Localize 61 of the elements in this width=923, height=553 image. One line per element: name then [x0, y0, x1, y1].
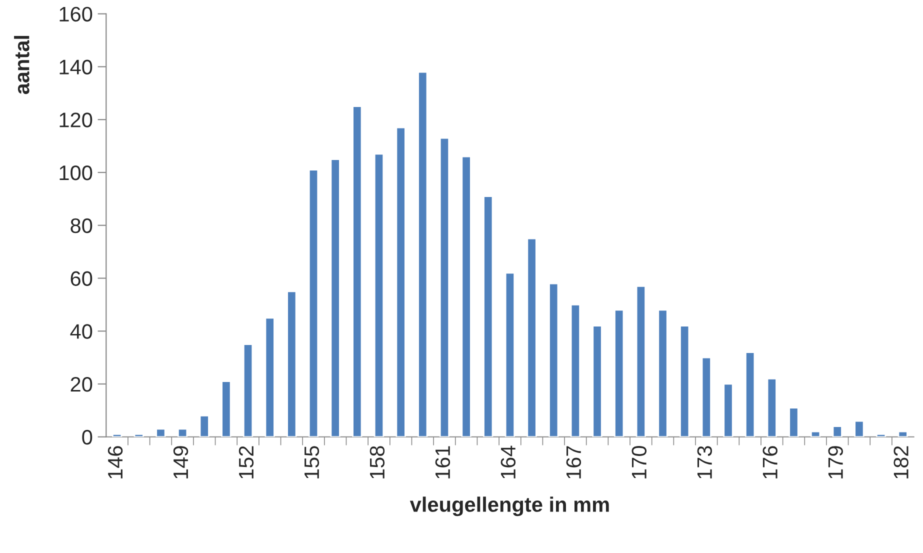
x-tick-label: 182 [894, 446, 908, 478]
bar [548, 282, 559, 437]
bar [701, 356, 712, 437]
bar [374, 153, 384, 437]
x-axis-title: vleugellengte in mm [410, 496, 609, 516]
bar [199, 415, 210, 437]
bar [461, 156, 472, 437]
x-tick-label: 149 [173, 446, 188, 478]
x-tick-label: 173 [697, 446, 712, 478]
y-tick-label: 100 [60, 165, 92, 180]
x-tick-label: 170 [632, 446, 647, 478]
bar [330, 158, 340, 437]
bar [745, 352, 756, 437]
bar [352, 106, 362, 437]
y-axis-title: aantal [14, 36, 30, 94]
bar [112, 434, 122, 437]
bar [504, 272, 516, 437]
bar [286, 290, 297, 437]
bar [134, 434, 144, 437]
x-tick-label: 176 [762, 446, 778, 478]
y-tick-label: 140 [60, 60, 92, 74]
bar [636, 285, 646, 437]
x-tick-label: 167 [566, 446, 582, 478]
y-tick-label: 20 [70, 376, 92, 392]
bar [418, 71, 428, 437]
bar [156, 428, 166, 437]
bar [242, 344, 254, 437]
bar [396, 126, 406, 437]
x-tick-label: 155 [304, 446, 320, 478]
bar [723, 383, 734, 437]
bar [264, 317, 275, 437]
x-tick-label: 146 [108, 446, 123, 478]
y-tick-label: 120 [60, 112, 92, 128]
bar [177, 428, 188, 437]
bar [854, 420, 864, 437]
bar [439, 137, 450, 437]
x-tick-label: 164 [500, 446, 516, 478]
bar [308, 169, 319, 437]
bar [570, 304, 580, 437]
bar [658, 309, 668, 437]
y-tick-label: 0 [82, 430, 92, 445]
bar [876, 434, 886, 437]
bar [680, 325, 690, 437]
x-tick-label: 179 [828, 446, 843, 478]
bar [614, 309, 624, 437]
y-tick-label: 160 [60, 6, 92, 22]
bar [810, 430, 821, 437]
bar [221, 380, 232, 437]
bar [526, 238, 537, 437]
bar [592, 325, 602, 437]
y-tick-label: 60 [70, 271, 92, 286]
bar [898, 430, 908, 437]
x-tick-label: 158 [370, 446, 385, 478]
bar [788, 407, 799, 437]
y-tick-label: 80 [70, 218, 92, 234]
bar [766, 378, 777, 437]
x-tick-label: 161 [435, 446, 450, 478]
x-tick-label: 152 [238, 446, 254, 478]
bar [483, 196, 494, 437]
bar [832, 426, 842, 437]
y-tick-label: 40 [70, 324, 92, 339]
